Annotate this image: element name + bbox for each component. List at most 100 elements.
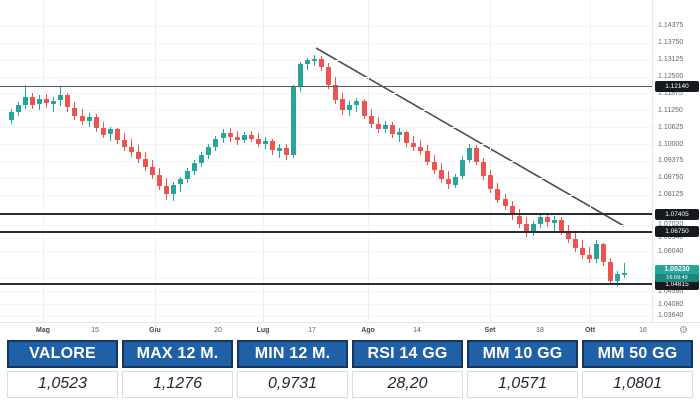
h-gridline <box>0 144 652 145</box>
time-tick-label: 15 <box>91 327 99 334</box>
stats-header: MM 50 GG <box>582 340 693 368</box>
price-tick-label: 1.06040 <box>658 248 684 255</box>
time-tick-label: Set <box>484 327 496 334</box>
candle-up <box>263 141 268 144</box>
candle-up <box>312 59 317 61</box>
candle-down <box>474 148 479 162</box>
candle-wick-up <box>624 263 625 278</box>
candle-wick-up <box>279 144 280 158</box>
candle-down <box>411 143 416 148</box>
price-level-line <box>0 86 652 87</box>
candle-up <box>37 99 42 105</box>
candle-up <box>51 101 56 104</box>
price-level-badge: 1.07405 <box>655 209 699 220</box>
h-gridline <box>0 110 652 111</box>
candle-down <box>481 162 486 176</box>
candle-up <box>178 179 183 185</box>
candle-wick-up <box>399 128 400 142</box>
price-level-line <box>0 213 652 215</box>
candle-down <box>164 186 169 195</box>
stats-value: 1,1276 <box>122 370 233 398</box>
price-tick-label: 1.04560 <box>658 288 684 295</box>
h-gridline <box>0 304 652 305</box>
candle-up <box>622 273 627 275</box>
price-tick-label: 1.09375 <box>658 157 684 164</box>
h-gridline <box>0 161 652 162</box>
candle-down <box>495 189 500 200</box>
stats-column-rsi14: RSI 14 GG 28,20 <box>352 340 463 398</box>
stats-column-mm50: MM 50 GG 1,0801 <box>582 340 693 398</box>
candle-down <box>376 124 381 130</box>
candle-down <box>608 262 613 281</box>
stats-header: MIN 12 M. <box>237 340 348 368</box>
candle-down <box>510 206 515 216</box>
candle-down <box>524 224 529 234</box>
stats-value: 1,0523 <box>7 370 118 398</box>
v-gridline <box>43 0 44 322</box>
price-axis[interactable]: 1.14375 1.13750 1.13125 1.12500 1.11875 1.112… <box>652 0 700 322</box>
price-tick-label: 1.13125 <box>658 56 684 63</box>
v-gridline <box>368 0 369 322</box>
stats-column-mm10: MM 10 GG 1,0571 <box>467 340 578 398</box>
candle-up <box>58 95 63 101</box>
price-level-badge: 1.04815 <box>655 279 699 290</box>
candle-up <box>206 147 211 156</box>
candle-down <box>249 135 254 140</box>
time-tick-label: 17 <box>308 327 316 334</box>
candle-up <box>467 148 472 161</box>
h-gridline <box>0 278 652 279</box>
price-tick-label: 1.10000 <box>658 141 684 148</box>
price-tick-label: 1.07020 <box>658 221 684 228</box>
candle-up <box>347 105 352 111</box>
v-gridline <box>590 0 591 322</box>
candle-down <box>101 128 106 135</box>
stats-column-valore: VALORE 1,0523 <box>7 340 118 398</box>
candle-up <box>460 160 465 177</box>
settings-gear-icon[interactable]: ⚙ <box>679 325 688 336</box>
stats-header: VALORE <box>7 340 118 368</box>
candle-down <box>319 59 324 68</box>
stats-header: MAX 12 M. <box>122 340 233 368</box>
stats-column-min12m: MIN 12 M. 0,9731 <box>237 340 348 398</box>
candle-up <box>453 177 458 186</box>
price-tick-label: 1.12500 <box>658 73 684 80</box>
candle-down <box>157 175 162 186</box>
time-tick-label: 18 <box>536 327 544 334</box>
candle-up <box>171 185 176 195</box>
candle-up <box>552 220 557 223</box>
candle-down <box>580 248 585 255</box>
candle-down <box>65 95 70 108</box>
candle-up <box>298 64 303 87</box>
candle-down <box>228 133 233 138</box>
price-tick-label: 1.14375 <box>658 22 684 29</box>
candle-down <box>136 152 141 159</box>
candle-up <box>9 112 14 121</box>
price-tick-label: 1.13750 <box>658 39 684 46</box>
h-gridline <box>0 127 652 128</box>
candle-down <box>425 151 430 162</box>
candle-up <box>108 129 113 135</box>
time-tick-label: Giu <box>149 327 161 334</box>
candle-wick-up <box>53 97 54 112</box>
candle-up <box>615 274 620 281</box>
candle-up <box>213 139 218 148</box>
candle-down <box>143 159 148 168</box>
candlestick-chart-plot[interactable] <box>0 0 652 322</box>
candle-up <box>531 224 536 234</box>
candle-down <box>270 141 275 151</box>
candle-down <box>559 220 564 231</box>
time-tick-label: Lug <box>256 327 270 334</box>
candle-down <box>517 216 522 225</box>
candle-down <box>326 67 331 85</box>
price-level-line <box>0 283 652 285</box>
price-level-badge: 1.12140 <box>655 81 699 92</box>
candle-down <box>503 199 508 206</box>
current-price-badge: 1.05230 16:09:49 <box>655 265 699 282</box>
price-level-badge: 1.06750 <box>655 226 699 237</box>
candle-down <box>256 139 261 145</box>
candle-down <box>72 108 77 117</box>
time-axis[interactable]: ⚙ Mag 15 Giu 20 Lug 17 Ago 14 Set 18 Ott 16 <box>0 322 700 340</box>
h-gridline <box>0 225 652 226</box>
price-tick-label: 1.11250 <box>658 107 683 114</box>
